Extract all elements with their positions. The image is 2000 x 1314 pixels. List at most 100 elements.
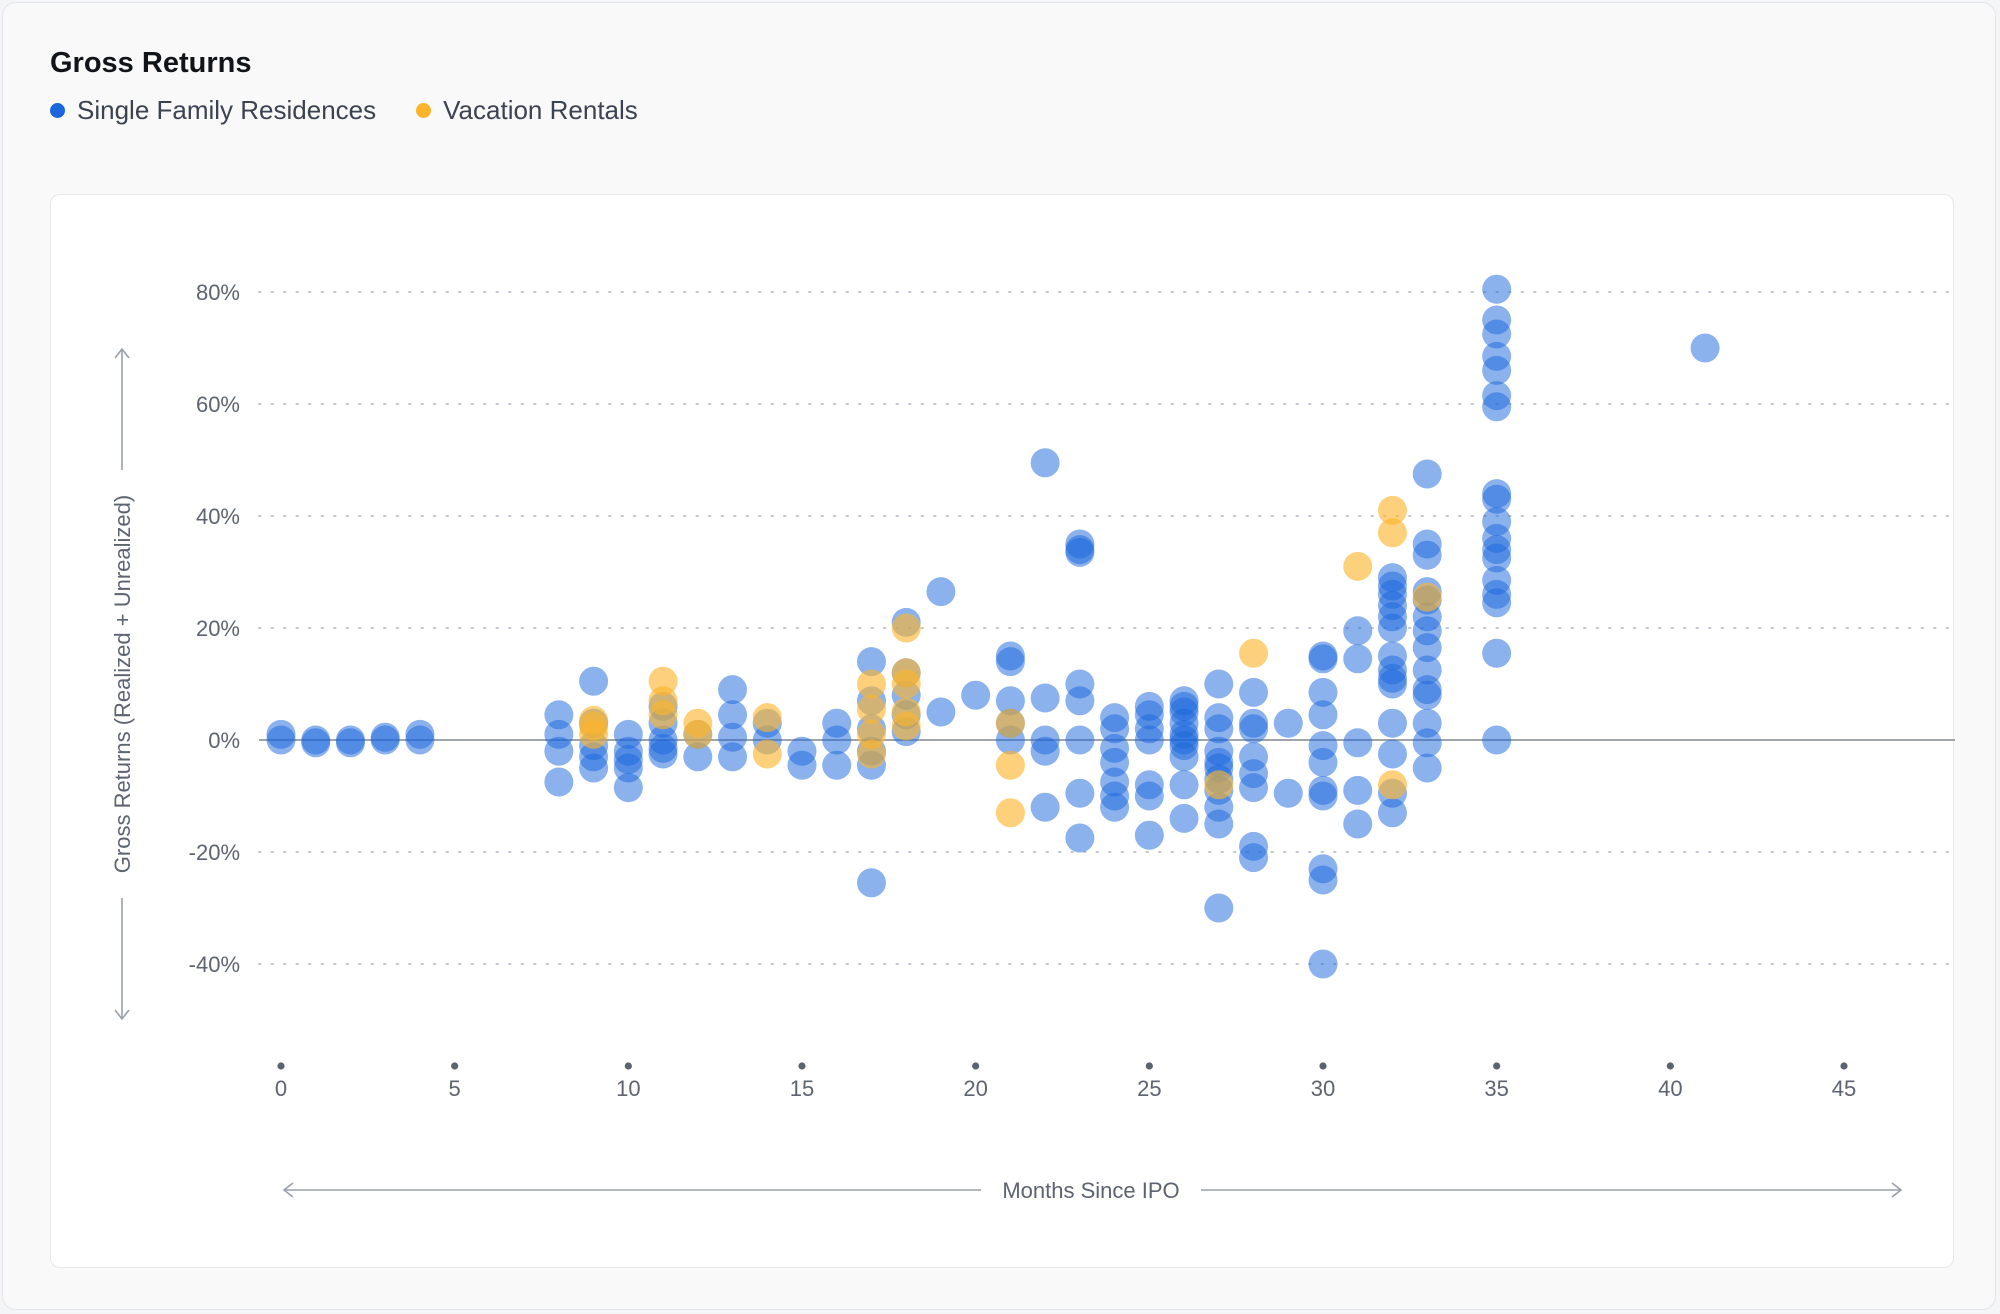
point-vacation-rental[interactable]: [995, 750, 1025, 780]
point-single-family[interactable]: [405, 719, 435, 749]
point-single-family[interactable]: [1482, 392, 1512, 422]
point-single-family[interactable]: [579, 753, 609, 783]
point-single-family[interactable]: [1239, 773, 1269, 803]
point-single-family[interactable]: [1412, 459, 1442, 489]
point-single-family[interactable]: [1377, 739, 1407, 769]
point-single-family[interactable]: [1065, 725, 1095, 755]
point-single-family[interactable]: [1239, 677, 1269, 707]
point-single-family[interactable]: [1377, 798, 1407, 828]
point-vacation-rental[interactable]: [891, 711, 921, 741]
point-single-family[interactable]: [1482, 543, 1512, 573]
point-single-family[interactable]: [1030, 736, 1060, 766]
point-single-family[interactable]: [1204, 893, 1234, 923]
point-vacation-rental[interactable]: [1377, 770, 1407, 800]
point-single-family[interactable]: [1308, 700, 1338, 730]
point-vacation-rental[interactable]: [1377, 495, 1407, 525]
point-single-family[interactable]: [1308, 865, 1338, 895]
point-single-family[interactable]: [718, 700, 748, 730]
point-single-family[interactable]: [1169, 770, 1199, 800]
point-vacation-rental[interactable]: [856, 669, 886, 699]
point-single-family[interactable]: [822, 725, 852, 755]
point-vacation-rental[interactable]: [1343, 551, 1373, 581]
legend-item-single-family[interactable]: Single Family Residences: [50, 95, 376, 126]
point-single-family[interactable]: [1412, 680, 1442, 710]
point-vacation-rental[interactable]: [1204, 770, 1234, 800]
point-single-family[interactable]: [995, 647, 1025, 677]
point-single-family[interactable]: [370, 722, 400, 752]
point-single-family[interactable]: [1482, 355, 1512, 385]
point-single-family[interactable]: [1482, 725, 1512, 755]
point-vacation-rental[interactable]: [1377, 518, 1407, 548]
point-single-family[interactable]: [1482, 319, 1512, 349]
point-single-family[interactable]: [1377, 708, 1407, 738]
point-single-family[interactable]: [1273, 708, 1303, 738]
point-vacation-rental[interactable]: [995, 798, 1025, 828]
point-single-family[interactable]: [1377, 613, 1407, 643]
point-single-family[interactable]: [335, 728, 365, 758]
point-single-family[interactable]: [1065, 823, 1095, 853]
point-single-family[interactable]: [1343, 775, 1373, 805]
point-single-family[interactable]: [1169, 742, 1199, 772]
point-single-family[interactable]: [301, 728, 331, 758]
point-single-family[interactable]: [1134, 725, 1164, 755]
point-vacation-rental[interactable]: [579, 719, 609, 749]
point-single-family[interactable]: [926, 577, 956, 607]
point-single-family[interactable]: [1412, 540, 1442, 570]
point-single-family[interactable]: [1239, 843, 1269, 873]
point-single-family[interactable]: [1308, 747, 1338, 777]
point-single-family[interactable]: [1308, 949, 1338, 979]
point-single-family[interactable]: [1343, 809, 1373, 839]
point-single-family[interactable]: [1308, 677, 1338, 707]
point-single-family[interactable]: [1482, 588, 1512, 618]
point-single-family[interactable]: [1204, 669, 1234, 699]
point-single-family[interactable]: [1482, 484, 1512, 514]
point-vacation-rental[interactable]: [1412, 582, 1442, 612]
point-single-family[interactable]: [1412, 728, 1442, 758]
point-single-family[interactable]: [1030, 792, 1060, 822]
point-vacation-rental[interactable]: [752, 739, 782, 769]
point-single-family[interactable]: [1377, 669, 1407, 699]
point-single-family[interactable]: [579, 666, 609, 696]
point-single-family[interactable]: [544, 767, 574, 797]
point-single-family[interactable]: [1343, 644, 1373, 674]
point-single-family[interactable]: [1482, 638, 1512, 668]
point-vacation-rental[interactable]: [856, 739, 886, 769]
point-single-family[interactable]: [718, 742, 748, 772]
point-single-family[interactable]: [856, 647, 886, 677]
point-vacation-rental[interactable]: [856, 694, 886, 724]
point-single-family[interactable]: [1030, 448, 1060, 478]
point-single-family[interactable]: [683, 742, 713, 772]
point-vacation-rental[interactable]: [1239, 638, 1269, 668]
point-single-family[interactable]: [1065, 537, 1095, 567]
point-single-family[interactable]: [1204, 714, 1234, 744]
point-single-family[interactable]: [822, 750, 852, 780]
point-vacation-rental[interactable]: [752, 703, 782, 733]
point-single-family[interactable]: [1065, 778, 1095, 808]
legend-item-vacation-rentals[interactable]: Vacation Rentals: [416, 95, 638, 126]
point-single-family[interactable]: [1204, 809, 1234, 839]
point-vacation-rental[interactable]: [891, 613, 921, 643]
point-single-family[interactable]: [1134, 820, 1164, 850]
point-single-family[interactable]: [1030, 683, 1060, 713]
point-single-family[interactable]: [1412, 633, 1442, 663]
point-single-family[interactable]: [544, 736, 574, 766]
point-single-family[interactable]: [926, 697, 956, 727]
point-single-family[interactable]: [1482, 274, 1512, 304]
point-single-family[interactable]: [961, 680, 991, 710]
point-single-family[interactable]: [1308, 781, 1338, 811]
point-single-family[interactable]: [1343, 728, 1373, 758]
point-single-family[interactable]: [1134, 781, 1164, 811]
point-single-family[interactable]: [856, 868, 886, 898]
point-single-family[interactable]: [1273, 778, 1303, 808]
point-single-family[interactable]: [1169, 803, 1199, 833]
point-single-family[interactable]: [995, 686, 1025, 716]
point-single-family[interactable]: [1412, 753, 1442, 783]
point-single-family[interactable]: [1343, 616, 1373, 646]
point-single-family[interactable]: [1690, 333, 1720, 363]
point-single-family[interactable]: [787, 750, 817, 780]
point-vacation-rental[interactable]: [683, 719, 713, 749]
point-vacation-rental[interactable]: [995, 708, 1025, 738]
point-single-family[interactable]: [613, 773, 643, 803]
point-single-family[interactable]: [1308, 644, 1338, 674]
point-vacation-rental[interactable]: [891, 669, 921, 699]
